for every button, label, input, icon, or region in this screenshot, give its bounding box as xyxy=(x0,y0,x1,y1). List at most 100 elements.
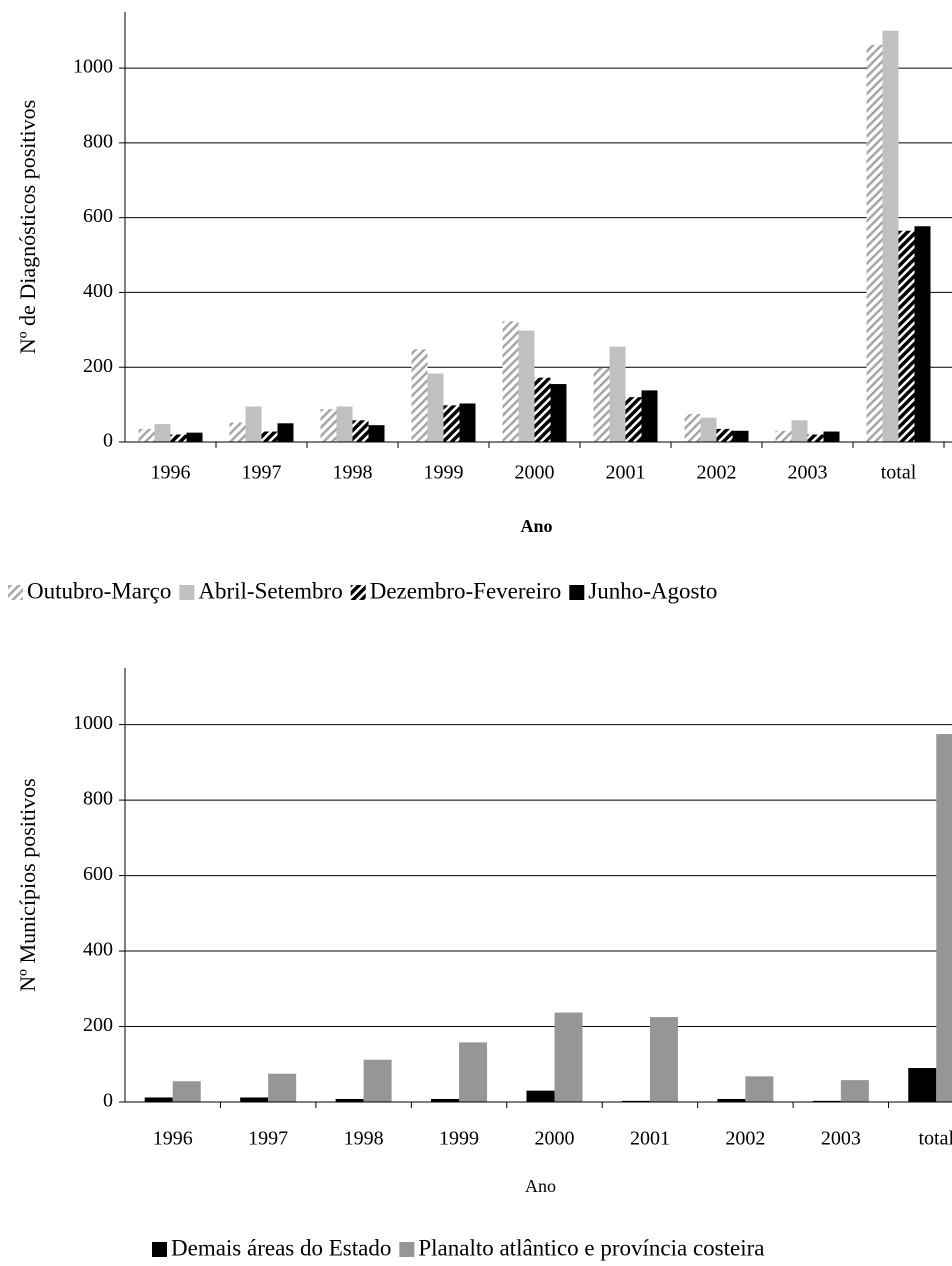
y-tick-label: 400 xyxy=(83,280,113,302)
bar xyxy=(684,413,701,442)
bar xyxy=(812,1100,841,1102)
x-axis-label: Ano xyxy=(525,1176,556,1196)
y-axis-label: Nº de Diagnósticos positivos xyxy=(15,100,40,354)
y-tick-label: 0 xyxy=(103,430,113,452)
bar xyxy=(277,423,294,442)
bar xyxy=(427,373,444,442)
bar xyxy=(791,420,808,442)
x-tick-label: 2003 xyxy=(821,1128,861,1150)
bar xyxy=(240,1097,269,1102)
bar xyxy=(775,430,792,442)
bar xyxy=(229,422,246,442)
bar xyxy=(335,1098,364,1102)
bar xyxy=(186,432,203,442)
legend-swatch xyxy=(399,1242,415,1257)
bar xyxy=(431,1098,460,1102)
bar xyxy=(908,1068,937,1102)
bar xyxy=(170,434,187,442)
bar xyxy=(459,403,476,442)
x-axis-label: Ano xyxy=(520,516,552,536)
y-axis-label: Nº Municípios positivos xyxy=(15,778,40,991)
x-tick-label: 1997 xyxy=(248,1128,288,1150)
bar xyxy=(641,390,658,442)
bar xyxy=(320,409,337,442)
y-tick-label: 600 xyxy=(83,863,113,885)
bar xyxy=(154,424,171,442)
bar xyxy=(732,430,749,442)
x-tick-label: 2003 xyxy=(788,462,828,484)
bar xyxy=(807,434,824,442)
bar xyxy=(411,349,428,442)
bar xyxy=(261,431,278,442)
x-tick-label: 1996 xyxy=(153,1128,193,1150)
bar xyxy=(138,428,155,442)
y-tick-label: 200 xyxy=(83,355,113,377)
x-tick-label: 1996 xyxy=(151,462,191,484)
bar xyxy=(518,330,535,442)
y-tick-label: 800 xyxy=(83,130,113,152)
x-tick-label: total xyxy=(919,1128,952,1150)
legend-label: Junho-Agosto xyxy=(588,578,717,603)
bar xyxy=(363,1059,392,1102)
y-tick-label: 800 xyxy=(83,788,113,810)
legend-swatch xyxy=(152,1242,167,1257)
x-tick-label: 1998 xyxy=(333,462,373,484)
bar xyxy=(526,1090,555,1102)
x-tick-label: 1999 xyxy=(424,462,464,484)
bar xyxy=(745,1076,774,1102)
y-tick-label: 1000 xyxy=(73,56,113,78)
bar xyxy=(443,405,460,442)
x-tick-label: 2000 xyxy=(515,462,555,484)
x-tick-label: 2002 xyxy=(725,1128,765,1150)
bar xyxy=(459,1042,488,1102)
bar xyxy=(866,44,883,442)
bar xyxy=(649,1017,678,1102)
bar xyxy=(621,1100,650,1102)
x-tick-label: 1999 xyxy=(439,1128,479,1150)
legend-label: Dezembro-Fevereiro xyxy=(370,578,562,603)
bar xyxy=(717,1098,746,1102)
bar xyxy=(144,1097,173,1102)
bar xyxy=(534,377,551,442)
bar xyxy=(936,734,952,1102)
bar xyxy=(593,367,610,442)
legend-label: Outubro-Março xyxy=(27,578,171,603)
bar xyxy=(914,226,931,442)
bar xyxy=(700,417,717,442)
bar xyxy=(840,1080,869,1102)
bar xyxy=(882,30,899,443)
x-tick-label: 1998 xyxy=(344,1128,384,1150)
y-tick-label: 0 xyxy=(103,1090,113,1112)
legend-label: Abril-Setembro xyxy=(198,578,342,603)
legend-swatch xyxy=(350,585,366,600)
bar xyxy=(716,428,733,442)
x-tick-label: 2001 xyxy=(606,462,646,484)
legend-swatch xyxy=(569,585,585,600)
bar xyxy=(609,346,626,442)
legend-swatch xyxy=(8,585,23,600)
bar xyxy=(172,1081,201,1102)
legend-swatch xyxy=(179,585,195,600)
bar xyxy=(823,431,840,442)
bar xyxy=(625,397,642,442)
legend-label: Demais áreas do Estado xyxy=(171,1235,391,1260)
bar xyxy=(554,1012,583,1102)
bar xyxy=(268,1073,297,1102)
x-tick-label: 2002 xyxy=(697,462,737,484)
x-tick-label: 2001 xyxy=(630,1128,670,1150)
y-tick-label: 1000 xyxy=(73,712,113,734)
bar xyxy=(336,406,353,442)
y-tick-label: 600 xyxy=(83,205,113,227)
y-tick-label: 200 xyxy=(83,1014,113,1036)
x-tick-label: total xyxy=(881,462,917,484)
bar xyxy=(550,384,567,442)
bar xyxy=(352,420,369,442)
bar xyxy=(898,230,915,442)
bar xyxy=(368,425,385,442)
legend-label: Planalto atlântico e província costeira xyxy=(418,1235,764,1260)
x-tick-label: 1997 xyxy=(242,462,282,484)
x-tick-label: 2000 xyxy=(535,1128,575,1150)
y-tick-label: 400 xyxy=(83,939,113,961)
bar xyxy=(502,321,519,442)
